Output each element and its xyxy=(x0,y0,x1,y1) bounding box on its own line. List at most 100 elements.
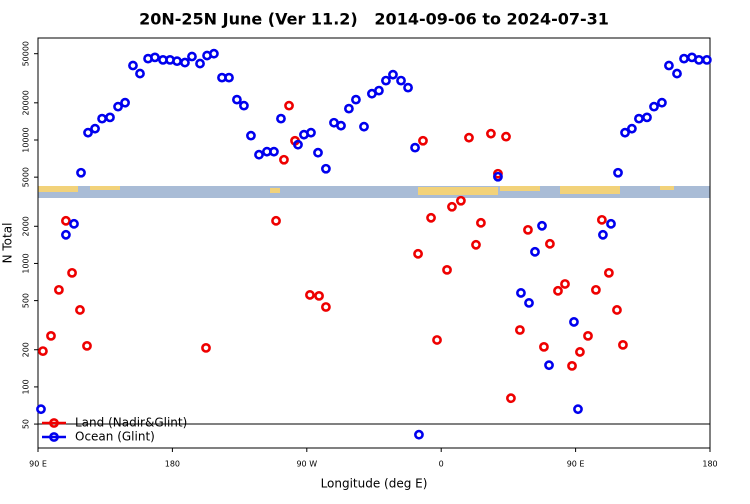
point xyxy=(413,248,423,259)
point xyxy=(150,52,160,63)
point xyxy=(493,171,503,182)
point xyxy=(545,238,555,249)
point xyxy=(113,101,123,112)
point xyxy=(61,215,71,226)
point xyxy=(649,101,659,112)
point xyxy=(246,130,256,141)
point xyxy=(232,94,242,105)
point xyxy=(313,147,323,158)
point xyxy=(269,146,279,157)
point xyxy=(351,94,361,105)
point xyxy=(426,212,436,223)
point xyxy=(626,123,637,134)
point xyxy=(642,112,652,123)
x-tick-label: 90 E xyxy=(29,460,47,469)
point xyxy=(530,246,540,257)
plot-frame xyxy=(37,37,711,449)
series xyxy=(36,48,712,440)
point xyxy=(336,120,346,131)
point xyxy=(388,69,398,80)
x-tick-label: 90 E xyxy=(567,460,585,469)
point xyxy=(596,214,607,225)
legend-marker xyxy=(49,418,59,428)
x-tick-label: 0 xyxy=(439,460,444,469)
point xyxy=(180,57,190,68)
point xyxy=(456,195,466,206)
point xyxy=(606,218,616,229)
point xyxy=(464,132,474,143)
y-tick-label: 1000 xyxy=(22,253,31,273)
y-tick-label: 50 xyxy=(22,419,31,429)
point xyxy=(381,75,391,86)
point xyxy=(506,393,516,404)
point xyxy=(293,139,303,150)
point xyxy=(598,229,608,240)
point xyxy=(516,288,526,298)
y-axis-label: N Total xyxy=(1,223,15,264)
point xyxy=(591,284,601,295)
point xyxy=(523,224,533,235)
point xyxy=(442,264,452,275)
point xyxy=(344,103,354,114)
point xyxy=(672,68,682,79)
point xyxy=(613,167,623,178)
legend-marker xyxy=(49,432,59,442)
point xyxy=(67,267,77,278)
point xyxy=(321,163,331,174)
point xyxy=(82,340,92,351)
point xyxy=(374,85,384,96)
point xyxy=(254,149,264,160)
point xyxy=(620,127,630,138)
point xyxy=(105,112,115,123)
x-tick-label: 90 W xyxy=(296,460,317,469)
point xyxy=(305,290,315,300)
point xyxy=(54,284,64,295)
point xyxy=(201,342,211,353)
point xyxy=(314,290,324,301)
y-tick-label: 20000 xyxy=(22,90,31,115)
point xyxy=(284,100,294,111)
point xyxy=(664,60,674,71)
point xyxy=(514,325,525,335)
point xyxy=(410,142,420,153)
legend-label: Land (Nadir&Glint) xyxy=(75,416,187,430)
chart-title: 20N-25N June (Ver 11.2) 2014-09-06 to 20… xyxy=(139,10,609,29)
point xyxy=(657,97,667,108)
point xyxy=(209,48,219,59)
point xyxy=(224,72,234,83)
point xyxy=(61,229,71,240)
point xyxy=(321,302,331,312)
point xyxy=(83,127,93,138)
point xyxy=(575,347,585,357)
x-tick-label: 180 xyxy=(702,460,717,469)
point xyxy=(76,167,86,178)
point xyxy=(569,317,579,327)
point xyxy=(276,113,286,124)
point xyxy=(403,82,413,93)
point xyxy=(359,121,369,132)
point xyxy=(239,100,249,111)
legend-label: Ocean (Glint) xyxy=(75,430,155,444)
point xyxy=(38,346,48,356)
point xyxy=(537,220,547,231)
map-strip xyxy=(38,186,710,198)
point xyxy=(414,429,424,440)
y-tick-label: 500 xyxy=(22,293,31,308)
point xyxy=(271,215,281,226)
point xyxy=(567,360,577,371)
point xyxy=(447,201,457,212)
y-tick-label: 50000 xyxy=(22,41,31,66)
point xyxy=(573,404,583,415)
point xyxy=(618,339,628,350)
point xyxy=(187,51,197,62)
point xyxy=(701,54,712,65)
point xyxy=(612,305,622,315)
point xyxy=(476,217,486,228)
point xyxy=(306,127,316,138)
y-tick-label: 5000 xyxy=(22,167,31,187)
y-tick-label: 10000 xyxy=(22,127,31,152)
point xyxy=(195,58,205,69)
x-tick-label: 180 xyxy=(165,460,180,469)
